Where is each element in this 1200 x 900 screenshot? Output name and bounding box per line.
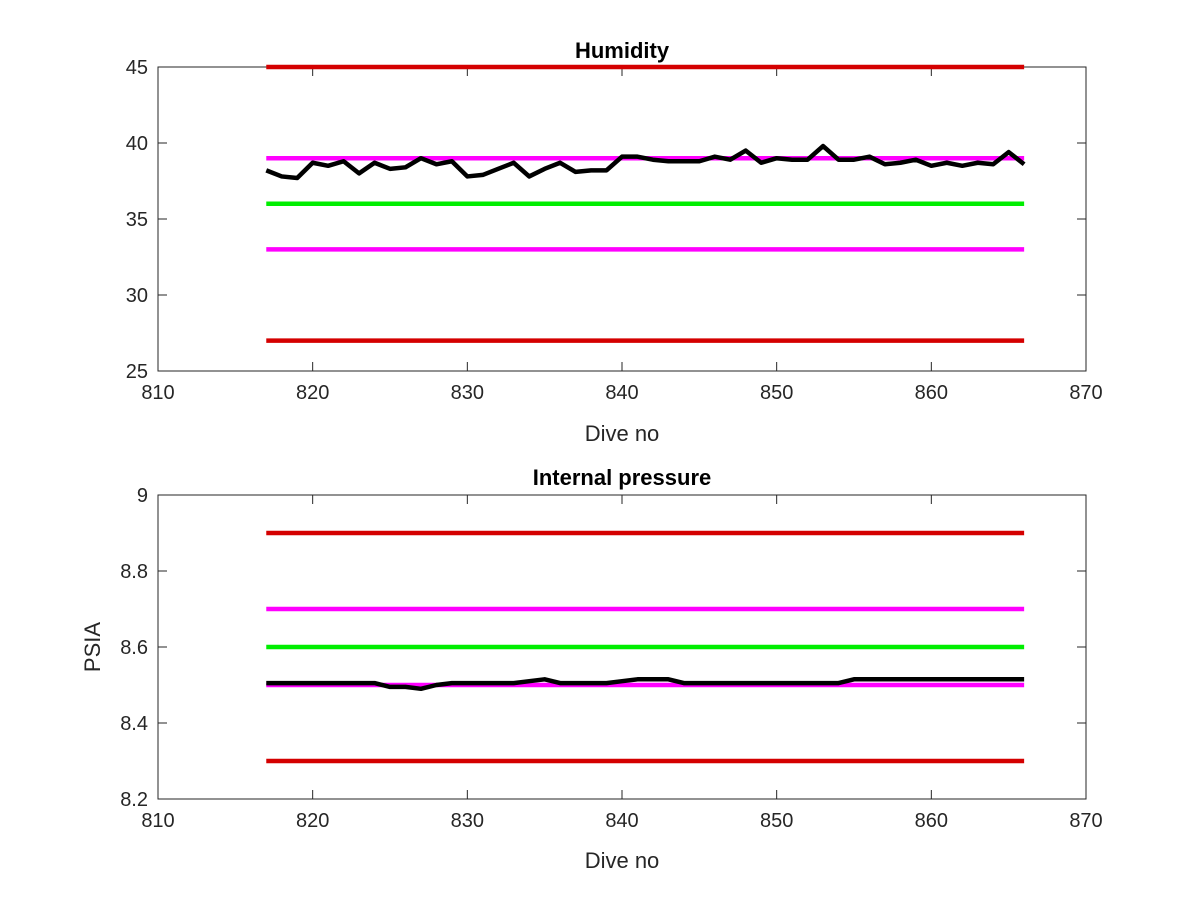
y-tick-label-internal-pressure: 8.8 <box>120 561 148 583</box>
ticks-humidity: 810 820 830 840 850 860 870 25 30 35 40 45 <box>126 57 1103 404</box>
y-tick-label-humidity: 30 <box>126 285 148 307</box>
x-tick-label-humidity: 830 <box>451 382 484 404</box>
x-axis-label-humidity: Dive no <box>585 421 660 446</box>
y-tick-label-internal-pressure: 8.2 <box>120 789 148 811</box>
series-humidity <box>265 143 1026 181</box>
y-tick-label-humidity: 40 <box>126 133 148 155</box>
x-tick-label-internal-pressure: 870 <box>1069 810 1102 832</box>
x-tick-label-internal-pressure: 860 <box>915 810 948 832</box>
y-tick-label-humidity: 35 <box>126 209 148 231</box>
x-tick-label-internal-pressure: 810 <box>141 810 174 832</box>
subplot-internal-pressure: Internal pressure Dive no PSIA 810 820 830… <box>80 465 1103 873</box>
x-axis-label-internal-pressure: Dive no <box>585 848 660 873</box>
reference-lines-humidity <box>266 64 1025 343</box>
y-tick-label-humidity: 25 <box>126 361 148 383</box>
series-line-humidity <box>265 143 1026 181</box>
series-internal-pressure <box>266 677 1025 692</box>
x-tick-label-humidity: 860 <box>915 382 948 404</box>
y-tick-label-internal-pressure: 9 <box>137 485 148 507</box>
axes-box-humidity <box>157 66 1087 372</box>
x-tick-label-humidity: 810 <box>141 382 174 404</box>
chart-title-internal-pressure: Internal pressure <box>533 465 712 490</box>
x-tick-label-humidity: 870 <box>1069 382 1102 404</box>
x-tick-label-internal-pressure: 820 <box>296 810 329 832</box>
x-tick-label-humidity: 840 <box>605 382 638 404</box>
subplot-humidity: Humidity Dive no 810 820 830 840 850 860 870 25… <box>126 38 1103 446</box>
series-line-internal-pressure <box>266 677 1025 692</box>
y-tick-label-internal-pressure: 8.4 <box>120 713 148 735</box>
x-tick-label-humidity: 820 <box>296 382 329 404</box>
x-tick-label-humidity: 850 <box>760 382 793 404</box>
chart-title-humidity: Humidity <box>575 38 670 63</box>
x-tick-label-internal-pressure: 850 <box>760 810 793 832</box>
y-tick-label-internal-pressure: 8.6 <box>120 637 148 659</box>
x-tick-label-internal-pressure: 840 <box>605 810 638 832</box>
y-tick-label-humidity: 45 <box>126 57 148 79</box>
y-axis-label-internal-pressure: PSIA <box>80 622 105 672</box>
x-tick-label-internal-pressure: 830 <box>451 810 484 832</box>
ticks-internal-pressure: 810 820 830 840 850 860 870 8.2 8.4 8.6 8.8 9 <box>120 485 1103 832</box>
